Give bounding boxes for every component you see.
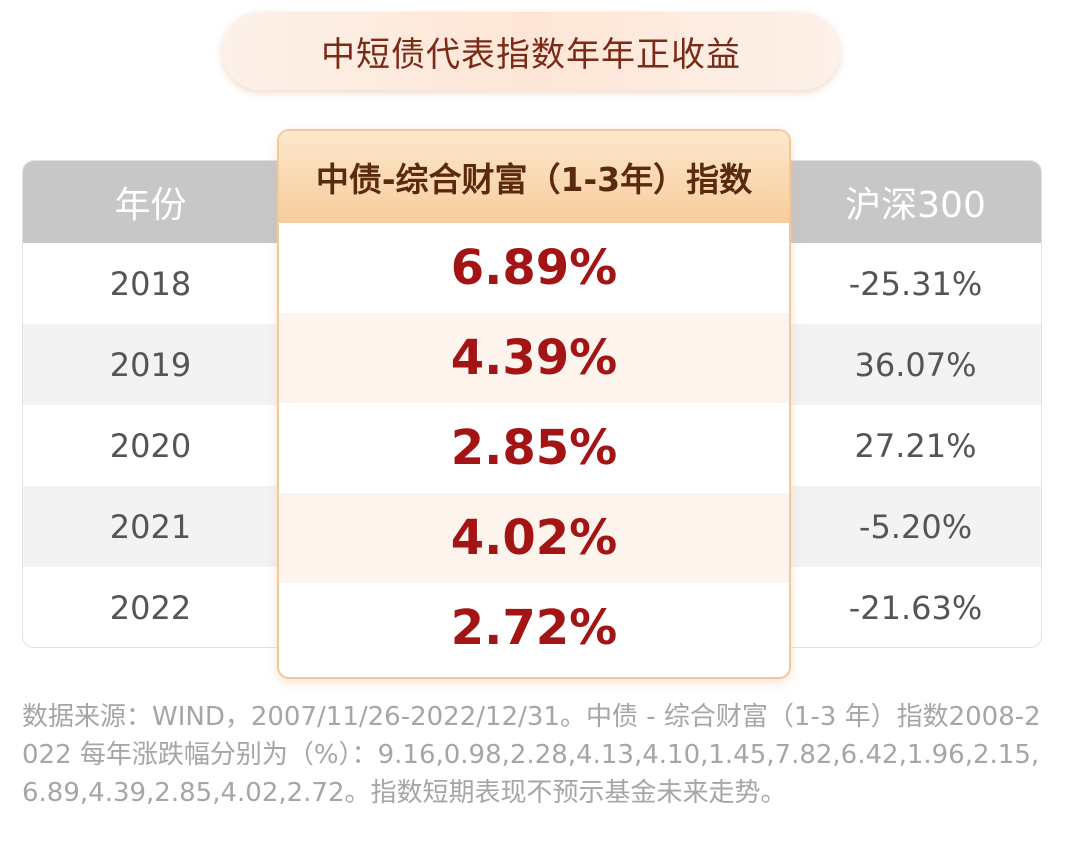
table-row: 2018 -25.31% bbox=[23, 243, 1041, 324]
header-hs300-label: 沪深300 bbox=[845, 185, 986, 226]
index-value: 2.85% bbox=[450, 420, 618, 476]
index-header-label: 中债-综合财富（1-3年）指数 bbox=[315, 160, 753, 199]
index-value-row: 4.02% bbox=[279, 493, 789, 583]
year-cell: 2019 bbox=[109, 345, 192, 384]
page-title: 中短债代表指数年年正收益 bbox=[321, 34, 741, 75]
index-highlight-column: 中债-综合财富（1-3年）指数 6.89% 4.39% 2.85% 4.02% … bbox=[277, 129, 791, 679]
data-source-footnote: 数据来源：WIND，2007/11/26-2022/12/31。中债 - 综合财… bbox=[22, 702, 1041, 808]
year-cell: 2022 bbox=[109, 588, 192, 627]
header-year: 年份 bbox=[23, 161, 278, 243]
header-year-label: 年份 bbox=[114, 185, 187, 226]
year-cell: 2020 bbox=[109, 426, 192, 465]
hs300-cell: 36.07% bbox=[854, 345, 977, 384]
index-value: 6.89% bbox=[450, 240, 618, 296]
title-pill: 中短债代表指数年年正收益 bbox=[222, 12, 840, 90]
hs300-cell: -25.31% bbox=[848, 264, 983, 303]
hs300-cell: -5.20% bbox=[858, 507, 973, 546]
year-cell: 2018 bbox=[109, 264, 192, 303]
index-value-row: 2.72% bbox=[279, 583, 789, 673]
index-value: 4.39% bbox=[450, 330, 618, 386]
header-hs300: 沪深300 bbox=[790, 161, 1041, 243]
index-value: 4.02% bbox=[450, 510, 618, 566]
year-cell: 2021 bbox=[109, 507, 192, 546]
index-value-row: 4.39% bbox=[279, 313, 789, 403]
hs300-cell: -21.63% bbox=[848, 588, 983, 627]
table-row: 2020 27.21% bbox=[23, 405, 1041, 486]
hs300-cell: 27.21% bbox=[854, 426, 977, 465]
table-row: 2022 -21.63% bbox=[23, 567, 1041, 647]
index-value-row: 6.89% bbox=[279, 223, 789, 313]
index-value: 2.72% bbox=[450, 600, 618, 656]
index-value-row: 2.85% bbox=[279, 403, 789, 493]
index-header: 中债-综合财富（1-3年）指数 bbox=[279, 131, 789, 223]
